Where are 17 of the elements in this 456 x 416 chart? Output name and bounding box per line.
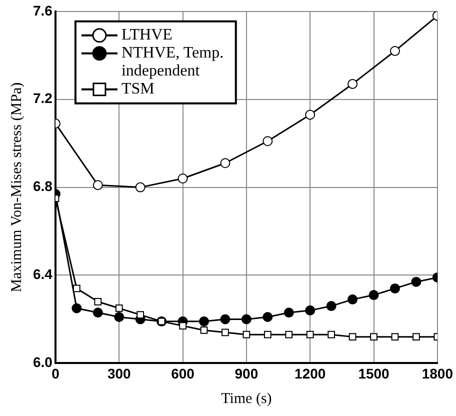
y-tick-label: 6.4: [32, 266, 53, 282]
x-axis-title: Time (s): [221, 390, 272, 407]
x-tick-label: 1800: [422, 365, 454, 382]
legend-label: NTHVE, Temp. independent: [121, 44, 224, 80]
y-tick-label: 6.0: [32, 354, 53, 370]
y-tick-label: 7.2: [32, 90, 53, 106]
legend-label: LTHVE: [121, 26, 172, 44]
x-tick-label: 600: [171, 365, 195, 382]
x-tick-label: 0: [52, 365, 60, 382]
y-tick-label: 7.6: [32, 2, 53, 18]
y-axis-title: Maximum Von-Mises stress (MPa): [8, 82, 25, 292]
y-tick-label: 6.8: [32, 178, 53, 194]
x-tick-label: 900: [234, 365, 258, 382]
x-tick-label: 1200: [294, 365, 326, 382]
x-tick-label: 300: [107, 365, 132, 382]
legend-label: TSM: [121, 80, 154, 98]
x-tick-label: 1500: [358, 365, 390, 382]
